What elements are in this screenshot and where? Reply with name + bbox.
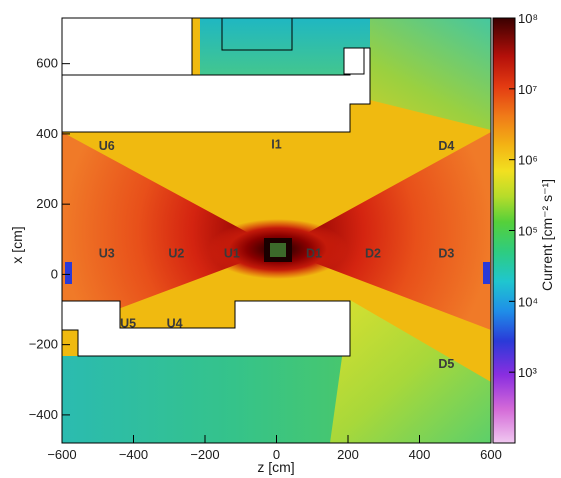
y-tick-label: 600 xyxy=(36,56,58,71)
region-label: U2 xyxy=(168,246,184,260)
colorbar-ticks: 10³ 10⁴ 10⁵ 10⁶ 10⁷ 10⁸ xyxy=(509,11,538,380)
colorbar-tick-label: 10⁴ xyxy=(518,294,538,309)
beam-port-right xyxy=(483,262,490,284)
region-label: I1 xyxy=(271,137,281,151)
y-tick-label: −200 xyxy=(29,337,58,352)
colorbar-label: Current [cm⁻² s⁻¹] xyxy=(539,179,555,291)
colorbar-tick-label: 10⁸ xyxy=(518,11,538,26)
region-label: D2 xyxy=(365,246,381,260)
region-label: U1 xyxy=(224,246,240,260)
y-axis-label: x [cm] xyxy=(9,226,25,263)
x-tick-label: −600 xyxy=(47,447,76,462)
region-label: D4 xyxy=(438,139,454,153)
region-label: U6 xyxy=(99,139,115,153)
x-tick-label: −200 xyxy=(190,447,219,462)
region-labels: U6 I1 D4 U3 U2 U1 D1 D2 D3 U5 U4 D5 xyxy=(99,137,455,371)
region-label: U3 xyxy=(99,246,115,260)
flux-lower-right xyxy=(330,300,491,443)
region-label: D1 xyxy=(306,246,322,260)
shield-outline-top xyxy=(192,18,293,51)
flux-field xyxy=(62,18,491,443)
x-tick-label: 600 xyxy=(480,447,502,462)
colorbar-tick-label: 10⁷ xyxy=(518,82,537,97)
shield-block-upper-cap xyxy=(343,47,365,75)
region-label: U4 xyxy=(167,317,183,331)
y-tick-label: 400 xyxy=(36,126,58,141)
y-tick-label: 0 xyxy=(51,266,58,281)
colorbar-tick-label: 10⁶ xyxy=(518,153,538,168)
x-axis: −600 −400 −200 0 200 400 600 xyxy=(47,435,502,462)
region-label: D3 xyxy=(438,246,454,260)
flux-cone-right xyxy=(278,132,491,330)
flux-upper-left xyxy=(200,18,370,78)
x-tick-label: 0 xyxy=(273,447,280,462)
x-tick-label: −400 xyxy=(119,447,148,462)
x-tick-label: 200 xyxy=(337,447,359,462)
y-tick-label: 200 xyxy=(36,196,58,211)
region-label: D5 xyxy=(438,357,454,371)
colorbar-tick-label: 10³ xyxy=(518,365,537,380)
detector-core xyxy=(270,243,286,257)
region-label: U5 xyxy=(120,317,136,331)
flux-cone-left xyxy=(62,132,278,330)
shield-block-top-left xyxy=(62,18,193,76)
x-axis-label: z [cm] xyxy=(257,459,294,475)
y-axis: −400 −200 0 200 400 600 xyxy=(29,56,70,422)
beam-port-left xyxy=(65,262,72,284)
shield-block-lower xyxy=(62,300,351,357)
colorbar-tick-label: 10⁵ xyxy=(518,224,538,239)
y-tick-label: −400 xyxy=(29,407,58,422)
x-tick-label: 400 xyxy=(409,447,431,462)
